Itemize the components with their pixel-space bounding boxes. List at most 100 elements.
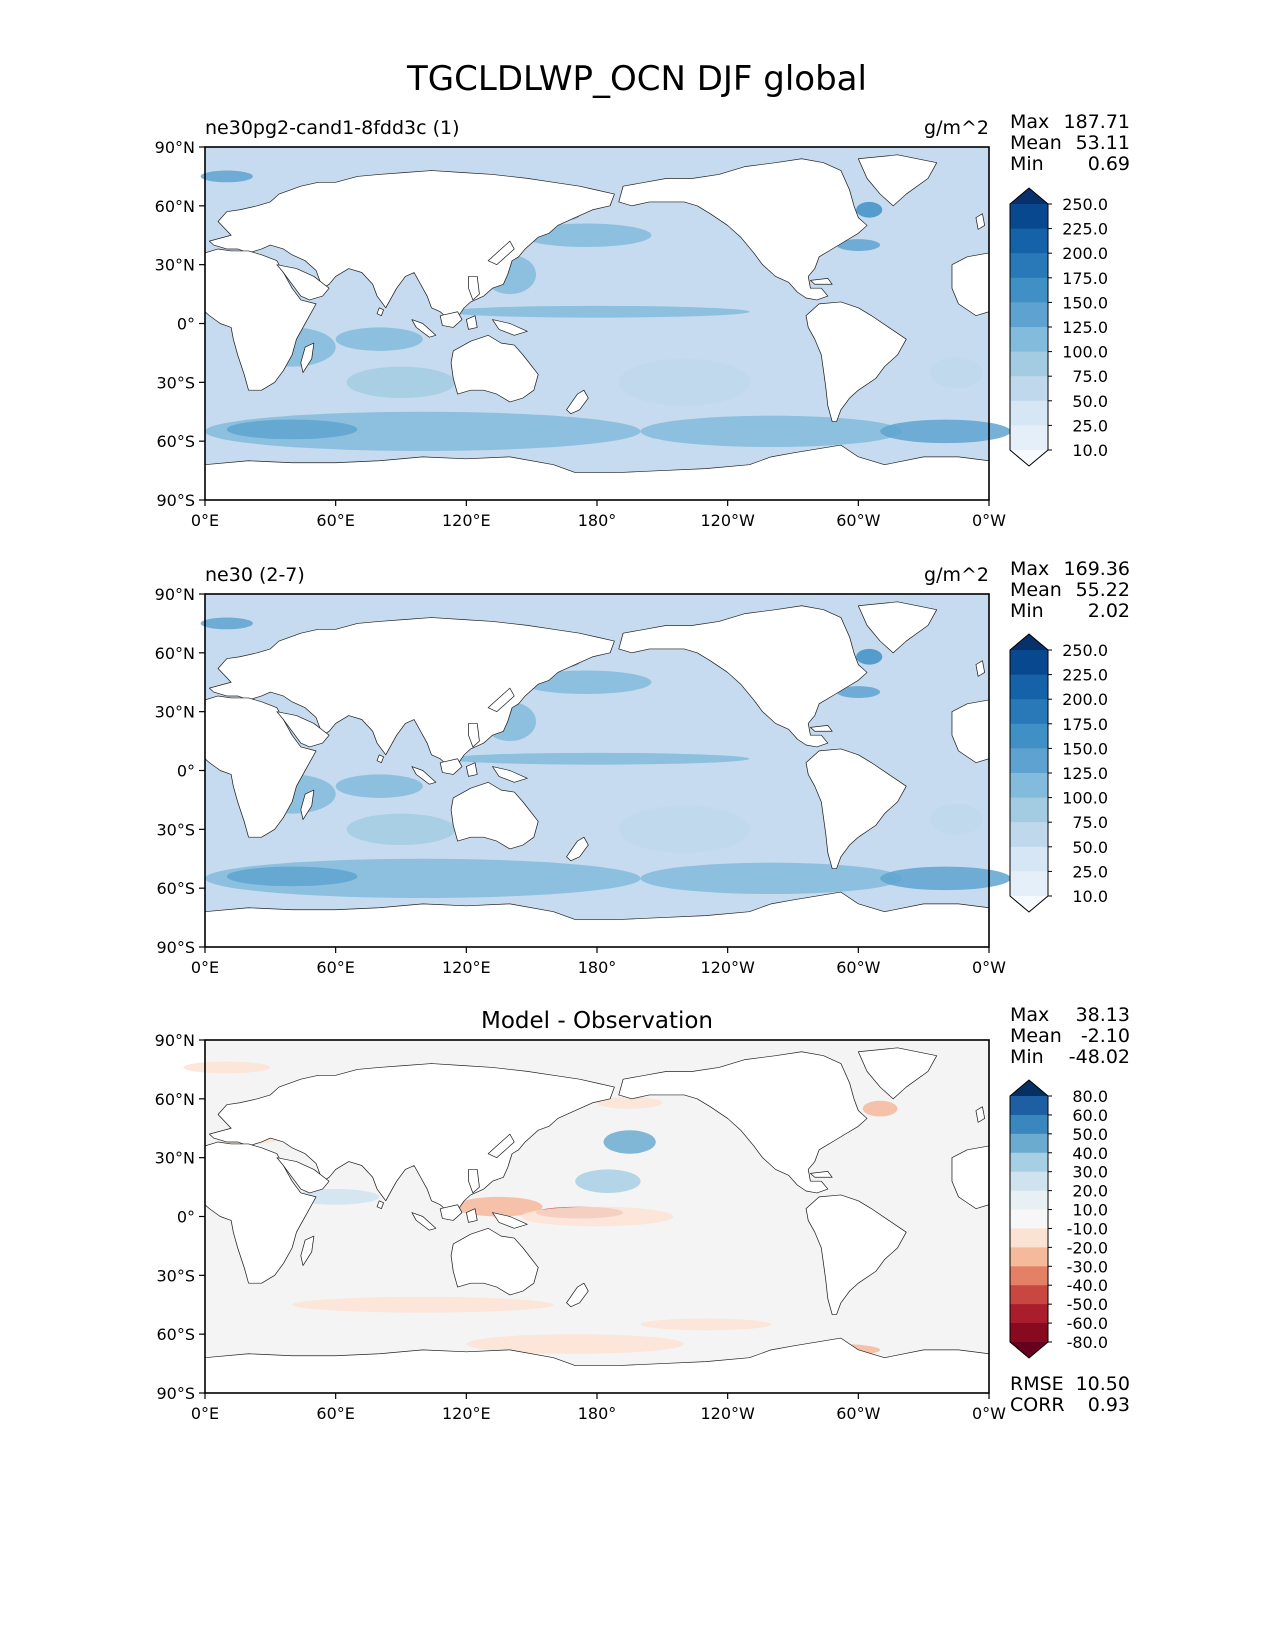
- colorbar-swatch: [1010, 1133, 1048, 1154]
- colorbar-swatch: [1010, 1247, 1048, 1267]
- colorbar-tick-label: 50.0: [1072, 1125, 1108, 1144]
- x-tick-label: 60°E: [316, 1404, 354, 1423]
- colorbar-swatch: [1010, 302, 1048, 328]
- units-label: g/m^2: [924, 117, 989, 139]
- field-contour: [455, 1196, 543, 1217]
- footer-stat-label: RMSE: [1010, 1373, 1064, 1395]
- field-contour: [200, 617, 253, 630]
- colorbar-swatch: [1010, 327, 1048, 353]
- colorbar-tick-label: 175.0: [1062, 715, 1108, 734]
- field-contour: [618, 805, 750, 853]
- colorbar-extend-top: [1010, 188, 1048, 204]
- field-contour: [836, 239, 881, 251]
- y-tick-label: 30°N: [155, 256, 195, 275]
- x-tick-label: 60°W: [836, 511, 880, 530]
- stat-value: -48.02: [1069, 1046, 1130, 1068]
- stat-label: Min: [1010, 1046, 1044, 1068]
- colorbar-swatch: [1010, 1285, 1048, 1305]
- colorbar-tick-label: 25.0: [1072, 416, 1108, 435]
- colorbar-tick-label: -80.0: [1067, 1333, 1108, 1352]
- colorbar-tick-label: 150.0: [1062, 739, 1108, 758]
- map-panel-3: 0°E 60°E 120°E 180° 120°W 60°W 0°W 90°N 60°N 30°N…: [155, 1004, 1130, 1423]
- colorbar-tick-label: 50.0: [1072, 838, 1108, 857]
- colorbar-tick-label: -20.0: [1067, 1238, 1108, 1257]
- colorbar-swatch: [1010, 1190, 1048, 1211]
- field-contour: [335, 774, 423, 798]
- colorbar-swatch: [1010, 699, 1048, 725]
- y-tick-label: 90°S: [156, 938, 195, 957]
- field-contour: [603, 1130, 656, 1154]
- colorbar-tick-label: 125.0: [1062, 318, 1108, 337]
- x-tick-label: 120°W: [700, 511, 755, 530]
- field-contour: [640, 862, 902, 895]
- map-panel-2: 0°E 60°E 120°E 180° 120°W 60°W 0°W 90°N 60°N 30°N…: [155, 558, 1130, 977]
- y-tick-label: 90°S: [156, 1384, 195, 1403]
- colorbar-tick-label: 150.0: [1062, 293, 1108, 312]
- y-tick-label: 90°S: [156, 491, 195, 510]
- y-tick-label: 30°S: [156, 1266, 195, 1285]
- stat-label: Mean: [1010, 132, 1062, 154]
- panel-title: Model - Observation: [481, 1008, 713, 1034]
- colorbar-extend-bottom: [1010, 1342, 1048, 1358]
- colorbar-tick-label: 40.0: [1072, 1144, 1108, 1163]
- stat-value: 53.11: [1076, 132, 1130, 154]
- colorbar-swatch: [1010, 723, 1048, 749]
- colorbar-swatch: [1010, 376, 1048, 402]
- y-tick-label: 30°N: [155, 703, 195, 722]
- field-contour: [856, 201, 883, 218]
- colorbar-tick-label: 20.0: [1072, 1182, 1108, 1201]
- colorbar-swatch: [1010, 351, 1048, 377]
- x-tick-label: 120°E: [442, 511, 491, 530]
- x-tick-label: 0°E: [191, 1404, 219, 1423]
- colorbar: 250.0 225.0 200.0 175.0 150.0 125.0 100.0 75.0 5…: [1009, 633, 1108, 913]
- subtitle-left: ne30pg2-cand1-8fdd3c (1): [205, 117, 460, 139]
- field-contour: [226, 419, 358, 440]
- colorbar-extend-top: [1010, 1080, 1048, 1096]
- colorbar-tick-label: 50.0: [1072, 392, 1108, 411]
- y-tick-label: 90°N: [155, 138, 195, 157]
- y-tick-label: 30°S: [156, 820, 195, 839]
- map-panel-1: 0°E 60°E 120°E 180° 120°W 60°W 0°W 90°N 60°N 30°N…: [155, 111, 1130, 530]
- x-tick-label: 180°: [578, 958, 617, 977]
- field-contour: [346, 813, 456, 846]
- field-contour: [335, 327, 423, 351]
- colorbar-swatch: [1010, 1171, 1048, 1192]
- stat-label: Max: [1010, 1004, 1049, 1026]
- field-contour: [618, 358, 750, 406]
- colorbar-tick-label: 10.0: [1072, 1201, 1108, 1220]
- field-contour: [466, 1334, 685, 1354]
- field-contour: [640, 1318, 772, 1331]
- x-tick-label: 120°W: [700, 958, 755, 977]
- colorbar-swatch: [1010, 253, 1048, 279]
- colorbar-tick-label: 100.0: [1062, 343, 1108, 362]
- x-tick-label: 120°E: [442, 958, 491, 977]
- colorbar-tick-label: 225.0: [1062, 666, 1108, 685]
- colorbar-tick-label: -60.0: [1067, 1314, 1108, 1333]
- colorbar-swatch: [1010, 1152, 1048, 1173]
- colorbar-swatch: [1010, 797, 1048, 823]
- stat-value: 187.71: [1064, 111, 1130, 133]
- field-contour: [200, 170, 253, 183]
- x-tick-label: 60°E: [316, 958, 354, 977]
- stat-label: Min: [1010, 600, 1044, 622]
- colorbar-tick-label: -50.0: [1067, 1295, 1108, 1314]
- colorbar-tick-label: -10.0: [1067, 1219, 1108, 1238]
- colorbar: 250.0 225.0 200.0 175.0 150.0 125.0 100.0 75.0 5…: [1009, 187, 1108, 467]
- colorbar-swatch: [1010, 773, 1048, 799]
- colorbar-swatch: [1010, 425, 1048, 451]
- footer-stat-label: CORR: [1010, 1394, 1065, 1416]
- y-tick-label: 0°: [177, 762, 195, 781]
- colorbar-tick-label: 200.0: [1062, 244, 1108, 263]
- y-tick-label: 60°S: [156, 879, 195, 898]
- stat-value: 169.36: [1064, 558, 1130, 580]
- colorbar-swatch: [1010, 748, 1048, 774]
- field-contour: [640, 415, 902, 448]
- colorbar-swatch: [1010, 1096, 1048, 1116]
- field-contour: [226, 866, 358, 887]
- footer-stat-value: 10.50: [1076, 1373, 1130, 1395]
- y-tick-label: 30°N: [155, 1149, 195, 1168]
- y-tick-label: 60°S: [156, 1325, 195, 1344]
- colorbar-tick-label: 10.0: [1072, 887, 1108, 906]
- stat-value: -2.10: [1081, 1025, 1130, 1047]
- field-contour: [856, 648, 883, 665]
